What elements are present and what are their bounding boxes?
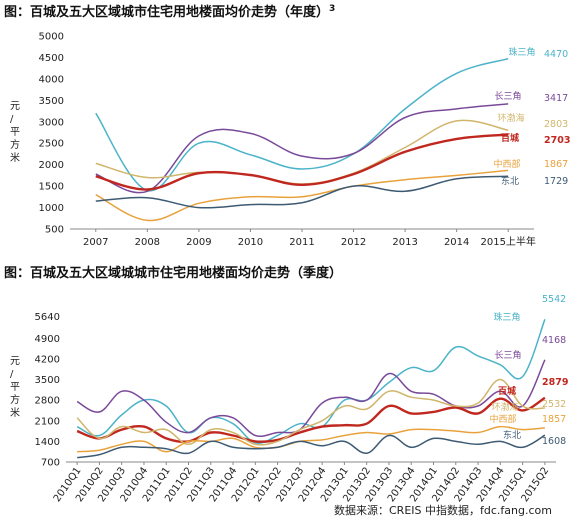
y-tick-label: 3500 <box>35 375 60 386</box>
series-name-label: 百城 <box>501 132 519 144</box>
data-source: 数据来源：CREIS 中指数据，fdc.fang.com <box>334 503 552 517</box>
x-tick-label: 2010 <box>238 237 263 248</box>
y-tick-label: 2500 <box>39 139 64 150</box>
chart1-series <box>95 57 509 222</box>
series-line <box>95 57 509 192</box>
series-value-label: 2803 <box>544 119 568 130</box>
y-tick-label: 4900 <box>35 334 60 345</box>
series-value-label: 3417 <box>544 93 568 104</box>
y-tick-label: 5000 <box>39 32 64 43</box>
series-name-label: 珠三角 <box>493 311 520 323</box>
y-tick-label: 1500 <box>39 182 64 193</box>
series-value-label: 1608 <box>542 436 566 447</box>
series-name-label: 中西部 <box>489 413 516 425</box>
chart2-series <box>76 319 546 459</box>
y-tick-label: 1400 <box>35 437 60 448</box>
y-tick-label: 700 <box>41 458 60 469</box>
series-line <box>95 175 509 209</box>
y-tick-label: 1000 <box>39 203 64 214</box>
series-value-label: 5542 <box>542 294 566 305</box>
series-line <box>76 359 546 438</box>
series-value-label: 4470 <box>544 49 568 60</box>
chart2-x-axis: 2010Q12010Q22010Q32010Q42011Q12011Q22011… <box>52 462 551 504</box>
y-tick-label: 2100 <box>35 416 60 427</box>
series-name-label: 珠三角 <box>508 46 535 58</box>
series-line <box>76 378 545 446</box>
chart2-legend-labels: 珠三角 5542 长三角 4168 百城 2879 环渤海 2532 中西部 1857 东北 1608 <box>489 294 568 447</box>
y-tick-label: 5640 <box>35 312 60 323</box>
y-tick-label: 2000 <box>39 160 64 171</box>
series-line <box>95 103 509 194</box>
series-name-label: 环渤海 <box>491 401 518 413</box>
series-name-label: 中西部 <box>493 158 520 170</box>
series-value-label: 1857 <box>542 414 566 425</box>
x-tick-label: 2013 <box>392 237 417 248</box>
series-value-label: 1867 <box>544 159 568 170</box>
series-value-label: 2879 <box>542 377 568 388</box>
chart1-legend-labels: 珠三角 4470 长三角 3417 环渤海 2803 百城 2703 中西部 1867 东北 1729 <box>493 46 570 187</box>
chart1-x-axis: 2007 2008 2009 2010 2011 2012 2013 2014 2015上半年 <box>83 229 536 248</box>
y-tick-label: 4500 <box>39 53 64 64</box>
series-line <box>76 396 546 443</box>
chart2-y-axis: 700 1400 2100 2800 3500 4200 4900 5640 <box>35 312 556 469</box>
series-line <box>95 133 509 191</box>
y-tick-label: 3000 <box>39 117 64 128</box>
y-tick-label: 4200 <box>35 354 60 365</box>
series-name-label: 长三角 <box>494 90 521 102</box>
y-tick-label: 500 <box>45 225 64 236</box>
y-tick-label: 4000 <box>39 74 64 85</box>
chart2-title: 图：百城及五大区域城城市住宅用地楼面均价走势（季度） <box>4 265 342 281</box>
x-tick-label: 2009 <box>186 237 211 248</box>
series-value-label: 1729 <box>544 176 568 187</box>
series-value-label: 2532 <box>542 399 566 410</box>
x-tick-label: 2007 <box>83 237 108 248</box>
chart1-y-axis-label: 元/平方米 <box>10 101 20 164</box>
series-value-label: 2703 <box>544 135 570 146</box>
y-tick-label: 3500 <box>39 96 64 107</box>
chart1-title-sup: 3 <box>329 4 335 14</box>
series-name-label: 长三角 <box>494 349 521 361</box>
x-tick-label: 2012 <box>341 237 366 248</box>
series-name-label: 百城 <box>498 385 516 397</box>
chart2-y-axis-label: 元/平方米 <box>10 356 20 419</box>
series-line <box>95 169 509 222</box>
series-line <box>77 434 546 459</box>
chart1-title-text: 图：百城及五大区域城市住宅用地楼面均价走势（年度） <box>4 4 329 20</box>
x-tick-label: 2015上半年 <box>480 235 535 248</box>
series-name-label: 东北 <box>503 429 521 441</box>
y-tick-label: 2800 <box>35 396 60 407</box>
x-tick-label: 2008 <box>135 237 160 248</box>
series-name-label: 环渤海 <box>497 112 524 124</box>
series-value-label: 4168 <box>542 335 566 346</box>
series-name-label: 东北 <box>501 175 519 187</box>
x-tick-label: 2014 <box>444 237 469 248</box>
x-tick-label: 2011 <box>289 237 314 248</box>
chart1-title: 图：百城及五大区域城市住宅用地楼面均价走势（年度）3 <box>4 4 335 20</box>
series-line <box>95 119 509 185</box>
